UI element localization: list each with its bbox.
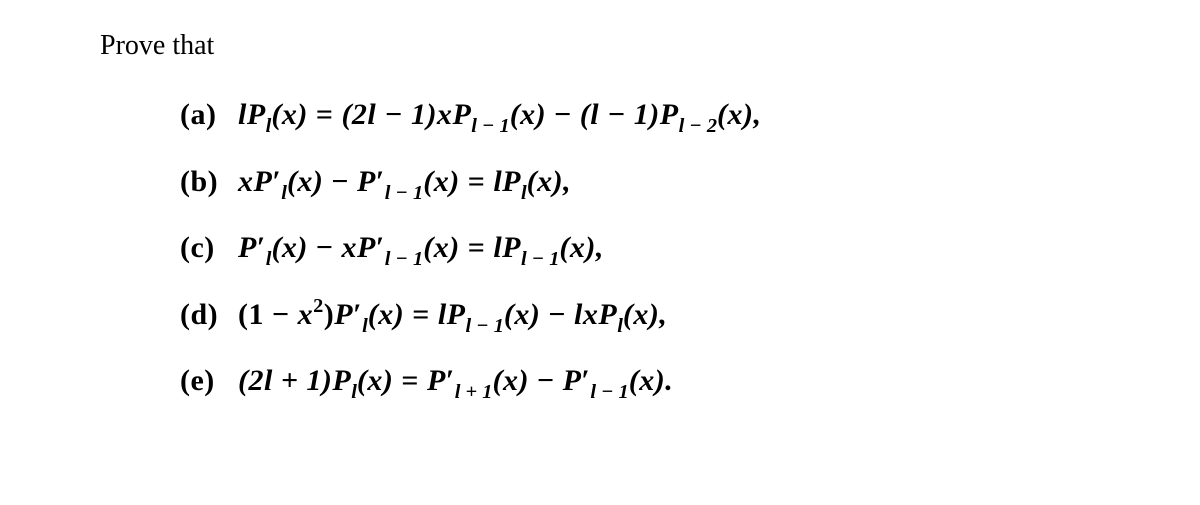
eq-d-eq: = xyxy=(404,298,438,331)
eq-e-t1-prime: ′ xyxy=(446,364,455,397)
eq-c-t1-func: P xyxy=(238,231,257,264)
eq-c-t1-sub: l xyxy=(266,248,272,270)
eq-d-t2-coef: l xyxy=(438,298,447,331)
eq-d-t1-sub: l xyxy=(362,315,368,337)
label-e: (e) xyxy=(180,358,230,403)
eq-d-t1-coef-x: x xyxy=(298,298,314,331)
equation-d: (d) (1 − x2)P′l(x) = lPl − 1(x) − lxPl(x… xyxy=(180,292,1100,341)
eq-b-rhs-sub: l xyxy=(521,182,527,204)
eq-d-t1-coef-sup: 2 xyxy=(313,295,324,317)
label-a: (a) xyxy=(180,92,230,137)
eq-e-lhs-arg: (x) xyxy=(357,364,393,397)
eq-d-t3-func: P xyxy=(598,298,617,331)
eq-c-rhs-arg: (x), xyxy=(559,231,603,264)
eq-a-t2-coef: (l − 1) xyxy=(580,98,660,131)
eq-a-t2-func: P xyxy=(660,98,679,131)
eq-b-rhs-arg: (x), xyxy=(527,165,571,198)
eq-b-t2-sub: l − 1 xyxy=(385,182,423,204)
eq-d-t3-sub: l xyxy=(617,315,623,337)
eq-c-eq: = xyxy=(460,231,494,264)
eq-e-t2-arg: (x). xyxy=(629,364,673,397)
eq-c-t2-func: P xyxy=(357,231,376,264)
eq-e-t2-func: P xyxy=(563,364,582,397)
eq-e-lhs-sub: l xyxy=(351,381,357,403)
eq-c-t1-arg: (x) xyxy=(271,231,307,264)
eq-e-t1-arg: (x) xyxy=(492,364,528,397)
equation-e: (e) (2l + 1)Pl(x) = P′l + 1(x) − P′l − 1… xyxy=(180,358,1100,407)
eq-c-t2-coef: x xyxy=(342,231,358,264)
eq-e-t1-sub: l + 1 xyxy=(455,381,493,403)
eq-a-lhs-arg: (x) xyxy=(271,98,307,131)
eq-e-t2-sub: l − 1 xyxy=(590,381,628,403)
eq-b-t1-prime: ′ xyxy=(272,165,281,198)
eq-e-minus: − xyxy=(529,364,563,397)
label-c: (c) xyxy=(180,225,230,270)
eq-a-t2-sub: l − 2 xyxy=(679,115,717,137)
eq-c-rhs-func: P xyxy=(502,231,521,264)
eq-e-t1-func: P xyxy=(427,364,446,397)
eq-a-minus: − xyxy=(546,98,580,131)
eq-e-lhs-coef: (2l + 1) xyxy=(238,364,332,397)
eq-c-t1-prime: ′ xyxy=(257,231,266,264)
eq-e-t2-prime: ′ xyxy=(581,364,590,397)
eq-b-minus: − xyxy=(323,165,357,198)
eq-b-t2-func: P xyxy=(357,165,376,198)
eq-a-t1-sub: l − 1 xyxy=(471,115,509,137)
eq-c-t2-arg: (x) xyxy=(423,231,459,264)
eq-a-t2-arg: (x), xyxy=(717,98,761,131)
eq-d-t2-sub: l − 1 xyxy=(466,315,504,337)
eq-a-lhs-sub: l xyxy=(266,115,272,137)
eq-d-t2-func: P xyxy=(447,298,466,331)
equation-b: (b) xP′l(x) − P′l − 1(x) = lPl(x), xyxy=(180,159,1100,208)
eq-b-t2-arg: (x) xyxy=(423,165,459,198)
eq-b-t1-func: P xyxy=(254,165,273,198)
eq-c-t2-sub: l − 1 xyxy=(385,248,423,270)
eq-b-rhs-func: P xyxy=(502,165,521,198)
eq-d-minus: − xyxy=(540,298,574,331)
eq-b-t1-arg: (x) xyxy=(287,165,323,198)
eq-d-t2-arg: (x) xyxy=(504,298,540,331)
eq-b-eq: = xyxy=(460,165,494,198)
eq-e-eq: = xyxy=(393,364,427,397)
eq-d-t1-func: P xyxy=(334,298,353,331)
eq-d-t1-coef-close: ) xyxy=(324,298,335,331)
eq-d-t1-coef-open: (1 − xyxy=(238,298,298,331)
equations-list: (a) lPl(x) = (2l − 1)xPl − 1(x) − (l − 1… xyxy=(180,92,1100,407)
eq-b-t1-coef: x xyxy=(238,165,254,198)
intro-text: Prove that xyxy=(100,30,1100,62)
eq-c-t2-prime: ′ xyxy=(376,231,385,264)
eq-a-t1-coef: (2l − 1)x xyxy=(341,98,452,131)
equation-a: (a) lPl(x) = (2l − 1)xPl − 1(x) − (l − 1… xyxy=(180,92,1100,141)
eq-c-rhs-sub: l − 1 xyxy=(521,248,559,270)
eq-d-t1-prime: ′ xyxy=(353,298,362,331)
eq-c-minus: − xyxy=(308,231,342,264)
eq-a-lhs-func: P xyxy=(247,98,266,131)
eq-a-eq: = xyxy=(308,98,342,131)
eq-c-rhs-coef: l xyxy=(493,231,502,264)
eq-e-lhs-func: P xyxy=(332,364,351,397)
equation-c: (c) P′l(x) − xP′l − 1(x) = lPl − 1(x), xyxy=(180,225,1100,274)
eq-b-rhs-coef: l xyxy=(493,165,502,198)
label-d: (d) xyxy=(180,292,230,337)
eq-a-t1-arg: (x) xyxy=(510,98,546,131)
label-b: (b) xyxy=(180,159,230,204)
eq-a-t1-func: P xyxy=(452,98,471,131)
eq-d-t3-coef: lx xyxy=(574,298,598,331)
eq-b-t1-sub: l xyxy=(281,182,287,204)
eq-b-t2-prime: ′ xyxy=(376,165,385,198)
eq-d-t1-arg: (x) xyxy=(368,298,404,331)
eq-d-t3-arg: (x), xyxy=(623,298,667,331)
eq-a-lhs-coef: l xyxy=(238,98,247,131)
